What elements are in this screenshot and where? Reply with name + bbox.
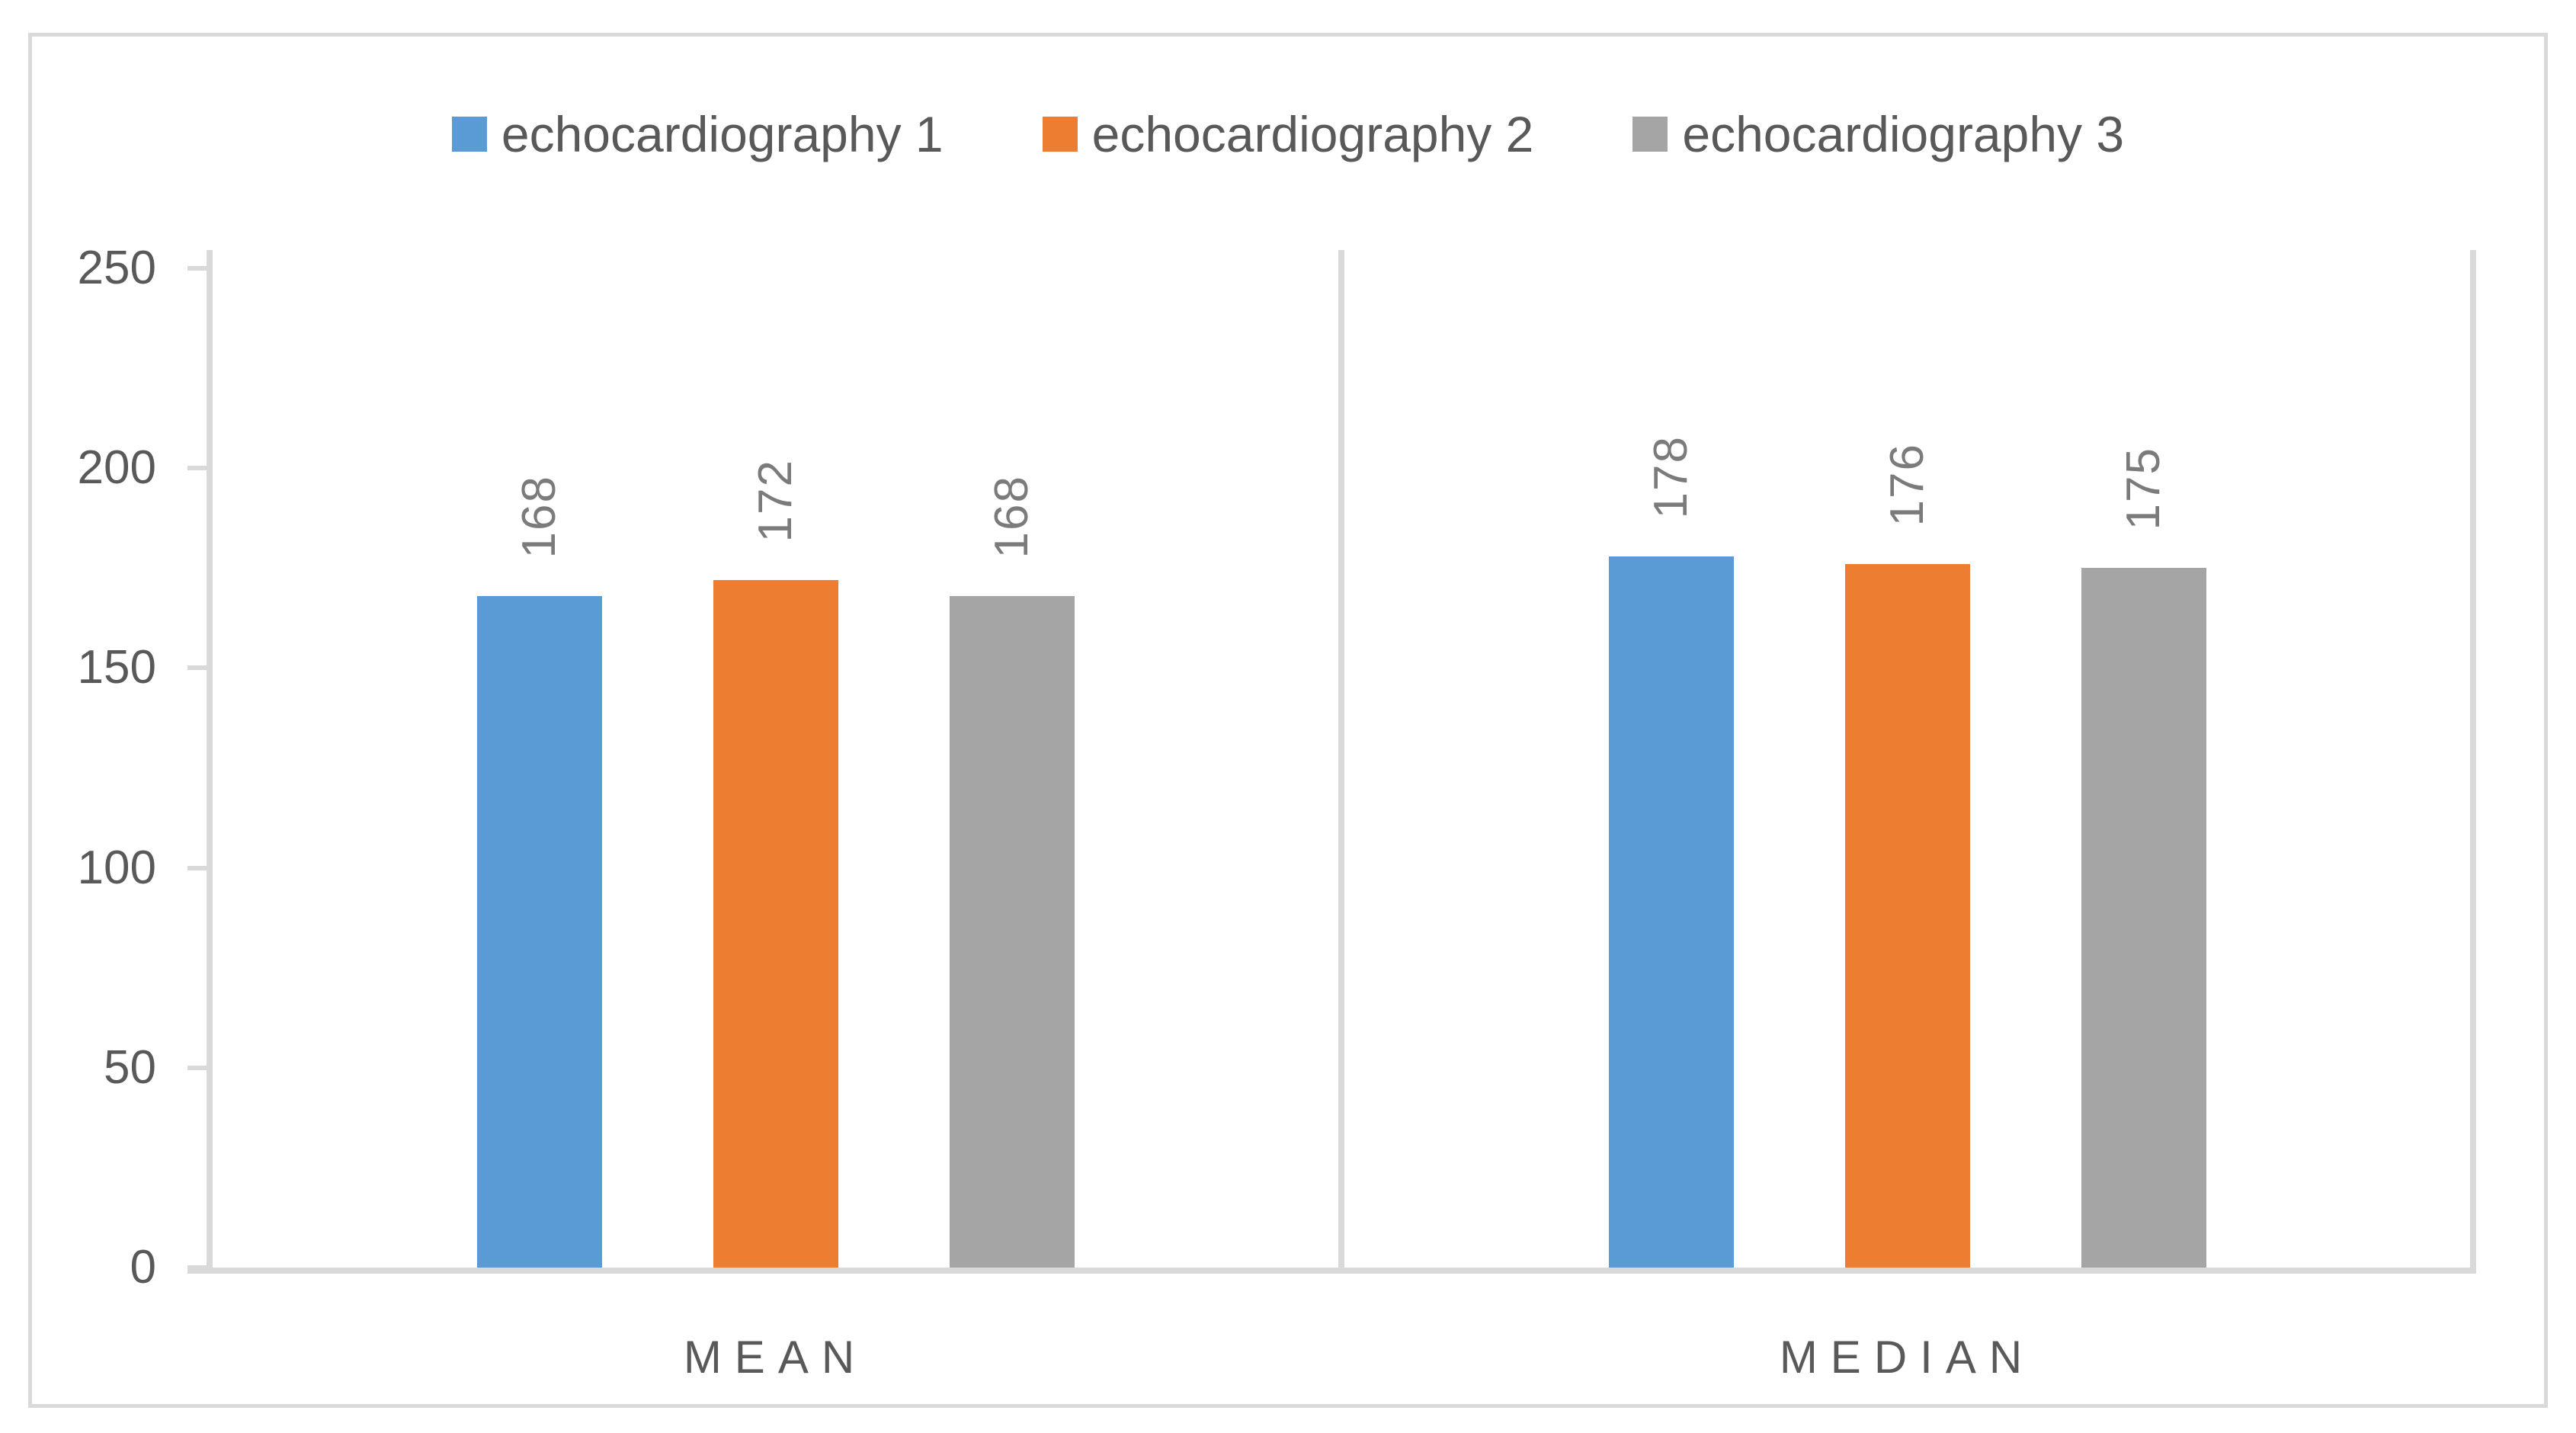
category-divider: [1338, 250, 1344, 1268]
x-axis-line: [187, 1268, 2476, 1274]
bar-series-2-median: [1844, 564, 1970, 1268]
bar-value-label: 168: [512, 474, 566, 558]
legend-swatch-icon: [451, 117, 487, 152]
y-axis-tick: [187, 1065, 207, 1070]
bar-value-label: 176: [1880, 442, 1934, 526]
y-axis-tick-label: 0: [130, 1241, 156, 1294]
legend-item: echocardiography 2: [1042, 105, 1534, 163]
y-axis-tick-label: 50: [104, 1040, 156, 1094]
y-axis-tick: [187, 865, 207, 870]
category-label: MEDIAN: [1779, 1332, 2036, 1383]
y-axis-tick: [187, 1265, 207, 1270]
legend: echocardiography 1 echocardiography 2 echo…: [0, 105, 2576, 163]
y-axis-line: [207, 250, 213, 1274]
plot-right-border: [2470, 250, 2476, 1268]
legend-item: echocardiography 1: [451, 105, 944, 163]
legend-swatch-icon: [1632, 117, 1668, 152]
bar-value-label: 168: [985, 474, 1038, 558]
bar-series-3-median: [2081, 568, 2206, 1268]
y-axis-tick: [187, 665, 207, 671]
legend-label: echocardiography 3: [1682, 106, 2125, 162]
y-axis-tick: [187, 266, 207, 271]
y-axis-tick-label: 250: [77, 242, 156, 294]
bar-series-1-mean: [476, 596, 602, 1268]
y-axis-tick-label: 100: [77, 841, 156, 894]
bar-series-1-median: [1608, 556, 1734, 1268]
legend-label: echocardiography 2: [1091, 106, 1534, 162]
y-axis-tick-label: 200: [77, 441, 156, 495]
bar-value-label: 175: [2116, 446, 2170, 530]
bar-series-2-mean: [713, 580, 838, 1268]
category-label: MEAN: [683, 1332, 868, 1383]
bar-value-label: 172: [748, 458, 802, 542]
legend-item: echocardiography 3: [1632, 105, 2124, 163]
y-axis-tick-label: 150: [77, 641, 156, 694]
bar-series-3-mean: [949, 596, 1075, 1268]
legend-swatch-icon: [1042, 117, 1078, 152]
legend-label: echocardiography 1: [501, 106, 944, 162]
y-axis-tick: [187, 466, 207, 471]
bar-value-label: 178: [1644, 434, 1697, 518]
